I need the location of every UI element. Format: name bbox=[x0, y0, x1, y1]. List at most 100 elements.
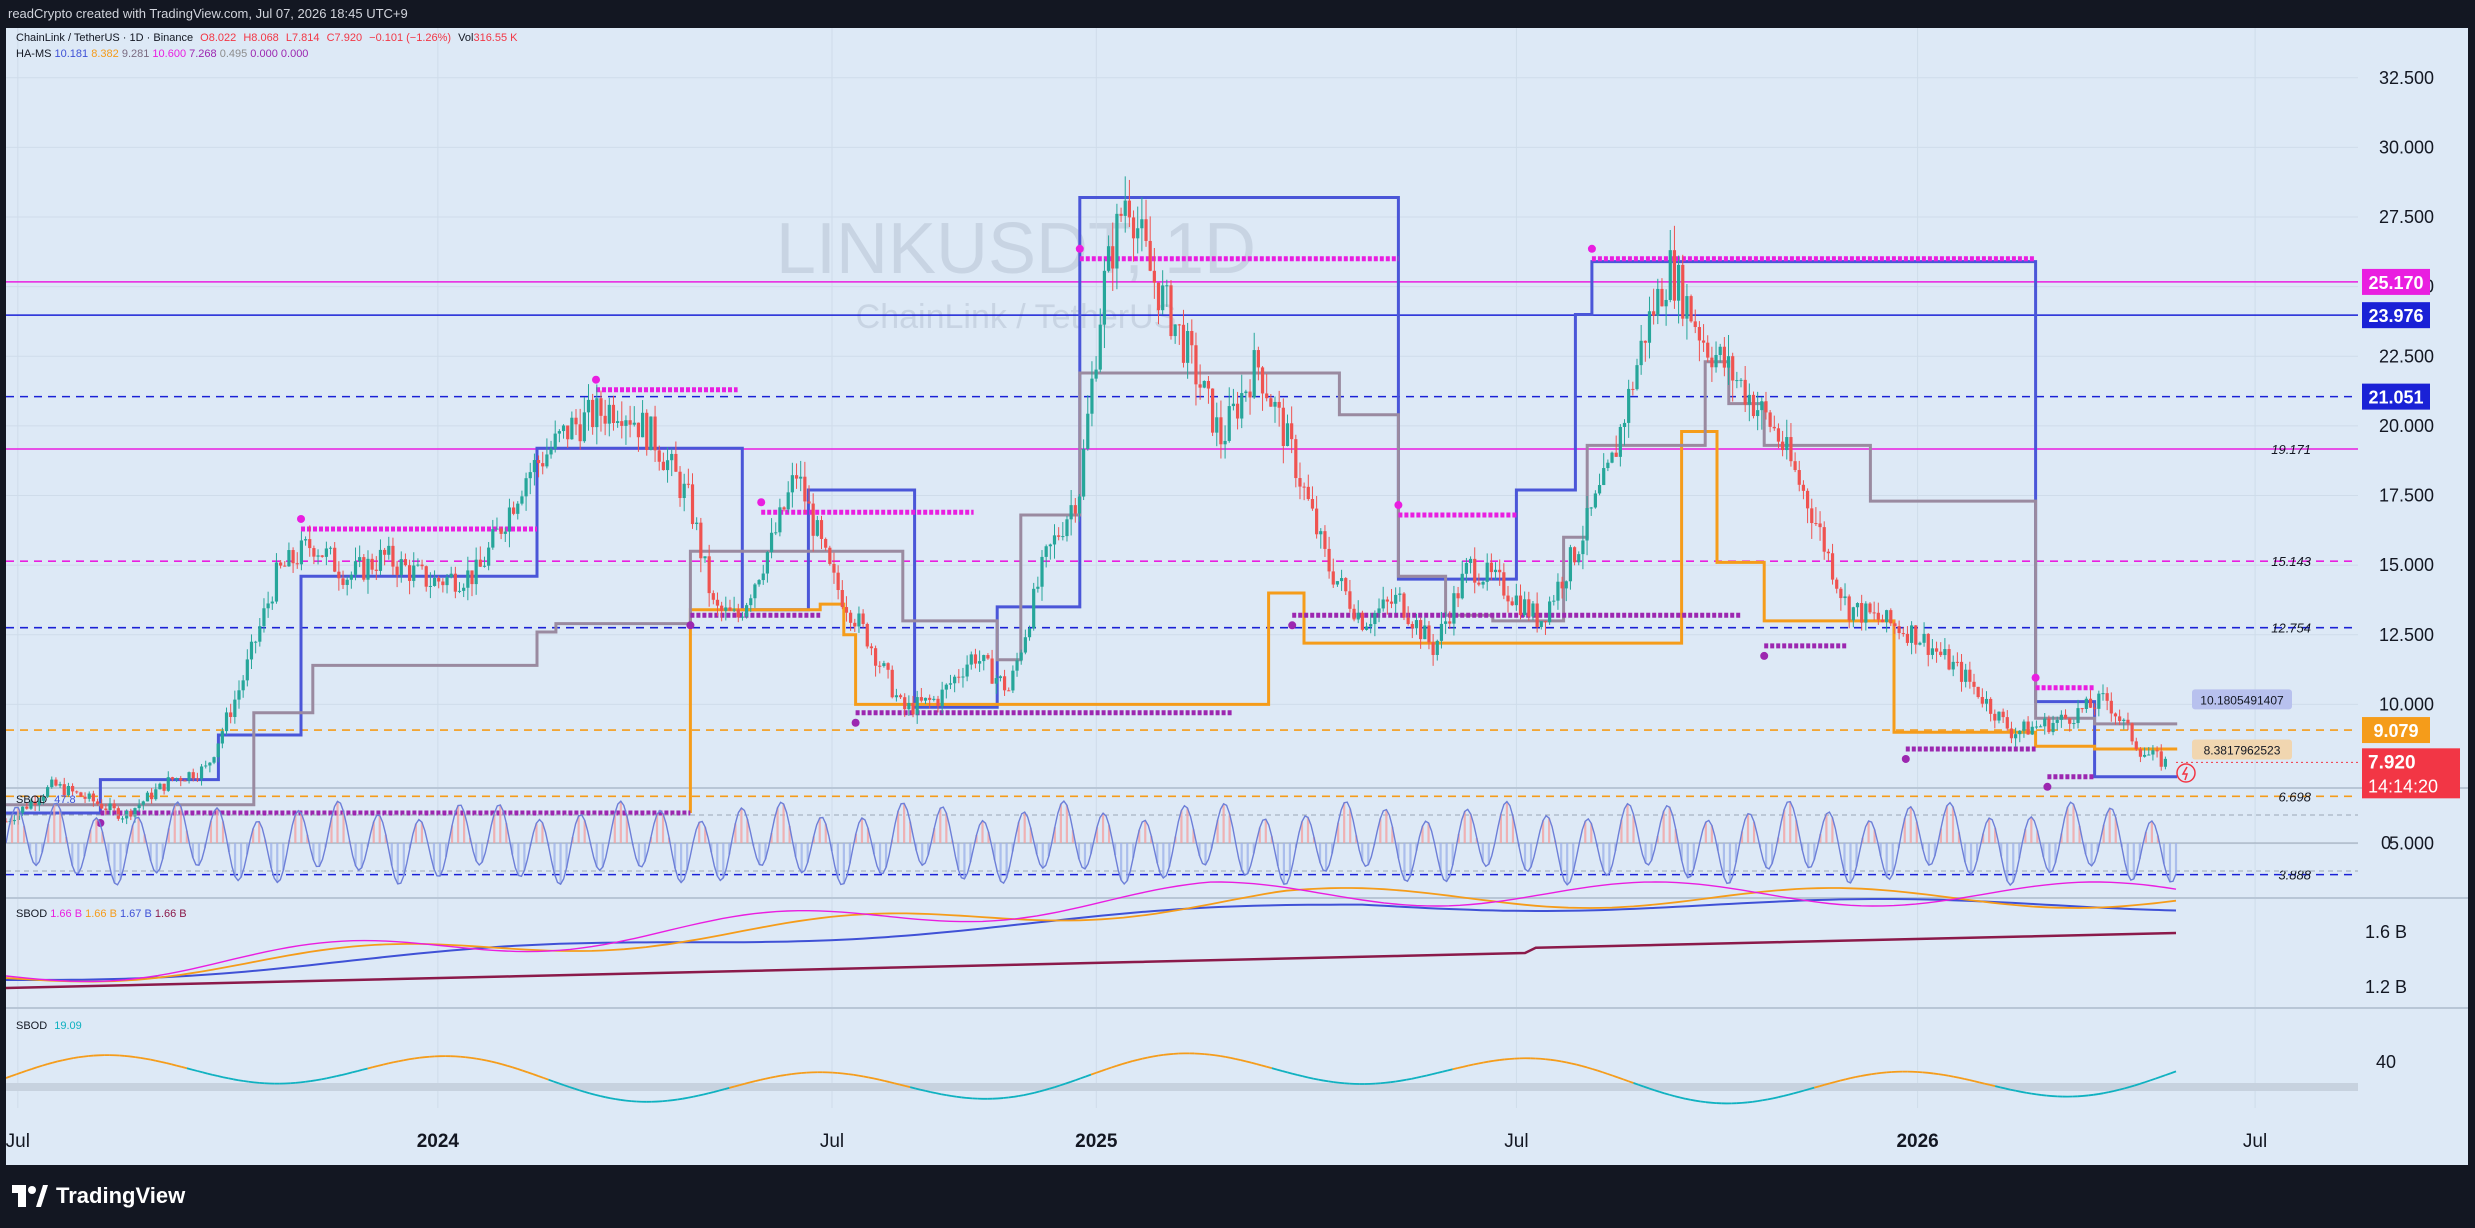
candle-body bbox=[1211, 388, 1215, 433]
bar-countdown: 14:14:20 bbox=[2368, 776, 2438, 796]
sbod-line-segment bbox=[1628, 1080, 1634, 1084]
candle-body bbox=[1722, 346, 1726, 368]
time-axis-label: 2025 bbox=[1075, 1131, 1118, 1152]
sbod-line-segment bbox=[1979, 1081, 1986, 1085]
candle-body bbox=[695, 522, 699, 525]
candle-body bbox=[528, 472, 532, 479]
sbod-line-segment bbox=[1426, 1073, 1433, 1077]
sbod-line-segment bbox=[1499, 1058, 1505, 1061]
candle-body bbox=[2076, 708, 2080, 724]
candle-body bbox=[204, 765, 208, 767]
price-badge bbox=[2362, 717, 2430, 744]
sbod-line-segment bbox=[1602, 1071, 1608, 1075]
legend-main: ChainLink / TetherUS · 1D · Binance O8.0… bbox=[16, 32, 518, 44]
candle-body bbox=[145, 792, 150, 802]
candle-body bbox=[1398, 593, 1402, 595]
candle-body bbox=[1456, 593, 1460, 599]
tradingview-logo[interactable]: TradingView bbox=[12, 1183, 185, 1209]
sbod-line-segment bbox=[1018, 1094, 1024, 1097]
sbod-line-segment bbox=[1116, 1063, 1123, 1067]
sbod-line-segment bbox=[599, 1095, 606, 1099]
candle-body bbox=[150, 792, 154, 800]
candle-body bbox=[129, 810, 133, 817]
candle-body bbox=[2163, 758, 2167, 767]
candle-body bbox=[1381, 599, 1385, 609]
candle-body bbox=[179, 778, 183, 781]
candle-body bbox=[732, 609, 736, 611]
candle-body bbox=[1518, 595, 1523, 616]
volume-ma-line bbox=[6, 931, 2177, 990]
sbod-line-segment bbox=[1679, 1096, 1686, 1100]
price-axis[interactable]: 32.50030.00027.50025.00022.50020.00017.5… bbox=[2379, 68, 2434, 854]
time-axis-label: Jul bbox=[2243, 1131, 2267, 1152]
candle-body bbox=[2005, 717, 2009, 729]
candle-body bbox=[982, 655, 986, 662]
sbod-line-segment bbox=[1225, 1056, 1231, 1059]
sbod-line-segment bbox=[677, 1097, 683, 1101]
chart-svg[interactable]: LINKUSDT, 1D ChainLink / TetherUS 19.171… bbox=[6, 28, 2468, 1165]
sbod-line-segment bbox=[1798, 1089, 1805, 1093]
sbod-line-segment bbox=[1622, 1078, 1629, 1083]
sbod-line-segment bbox=[1576, 1063, 1583, 1067]
chart-area[interactable]: LINKUSDT, 1D ChainLink / TetherUS 19.171… bbox=[6, 28, 2468, 1165]
candle-body bbox=[2009, 728, 2014, 739]
candle-body bbox=[599, 398, 603, 416]
candle-body bbox=[233, 699, 237, 717]
sbod-line-segment bbox=[419, 1056, 425, 1059]
chart-caption-bar: readCrypto created with TradingView.com,… bbox=[0, 0, 2475, 28]
price-badge-label: 21.051 bbox=[2368, 388, 2423, 408]
sbod-line-segment bbox=[1447, 1068, 1453, 1072]
sbod-line-segment bbox=[687, 1095, 694, 1099]
sbod-line-segment bbox=[2144, 1079, 2151, 1084]
sbod-line-segment bbox=[1643, 1085, 1650, 1090]
legend-hams-value: 0.495 bbox=[216, 48, 248, 60]
candle-body bbox=[162, 783, 166, 791]
candle-body bbox=[2088, 698, 2093, 708]
level-label: 6.698 bbox=[2278, 789, 2311, 804]
sbod-line-segment bbox=[398, 1059, 405, 1063]
chart-caption: readCrypto created with TradingView.com,… bbox=[8, 6, 408, 21]
candle-body bbox=[353, 561, 358, 575]
sbod-line-segment bbox=[496, 1062, 503, 1066]
candle-body bbox=[21, 806, 25, 813]
sbod-line-segment bbox=[1994, 1085, 2001, 1089]
time-axis[interactable]: Jul 2024 Jul 2025 Jul 2026 Jul bbox=[6, 1131, 2267, 1152]
sbod-line-segment bbox=[465, 1056, 472, 1059]
volume-ma-line bbox=[6, 881, 2177, 983]
sbod-line-segment bbox=[1276, 1068, 1283, 1072]
candle-body bbox=[1581, 540, 1585, 555]
sbod-line-segment bbox=[160, 1060, 167, 1064]
candle-body bbox=[894, 695, 898, 698]
sbod-line-segment bbox=[1752, 1100, 1758, 1103]
signal-dot bbox=[2031, 673, 2040, 682]
sbod-line-segment bbox=[754, 1079, 761, 1082]
candle-body bbox=[1697, 327, 1702, 341]
candle-body bbox=[1914, 625, 1918, 645]
alert-icon[interactable] bbox=[2176, 763, 2196, 783]
sbod-line-segment bbox=[1085, 1073, 1092, 1078]
candle-body bbox=[1027, 628, 1032, 638]
candle-body bbox=[462, 587, 466, 591]
sbod-line-segment bbox=[1158, 1054, 1164, 1057]
candle-body bbox=[799, 476, 803, 479]
sbod-line-segment bbox=[1612, 1074, 1619, 1079]
candle-body bbox=[536, 460, 541, 464]
sbod-line-segment bbox=[620, 1099, 627, 1102]
sbod-line-segment bbox=[667, 1099, 673, 1102]
candle-body bbox=[1444, 621, 1448, 624]
candle-body bbox=[1643, 340, 1647, 343]
sbod-line-segment bbox=[2160, 1074, 2166, 1078]
sbod-line-segment bbox=[961, 1096, 968, 1099]
candle-body bbox=[549, 448, 553, 455]
candle-body bbox=[1847, 596, 1851, 621]
sbod-line-segment bbox=[403, 1058, 410, 1062]
candle-body bbox=[836, 572, 840, 591]
candle-body bbox=[1414, 620, 1419, 629]
candle-body bbox=[1235, 403, 1240, 419]
candle-body bbox=[1718, 346, 1722, 356]
candle-body bbox=[358, 557, 362, 562]
oscillator-axis-label: 0 bbox=[2381, 833, 2391, 853]
candle-body bbox=[1543, 621, 1548, 623]
sbod-line-segment bbox=[1080, 1075, 1087, 1080]
candle-body bbox=[1057, 535, 1061, 537]
